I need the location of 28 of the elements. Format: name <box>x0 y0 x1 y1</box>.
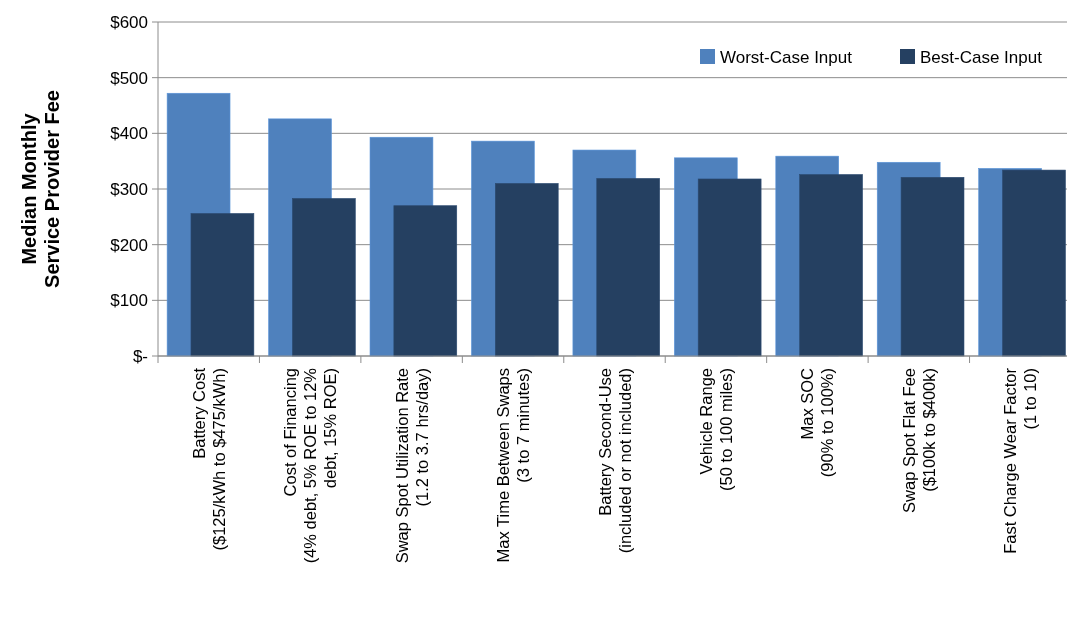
bar <box>292 198 356 357</box>
legend-label: Worst-Case Input <box>720 47 853 67</box>
x-tick-label: Vehicle Range (50 to 100 miles) <box>696 368 735 491</box>
bar <box>495 183 559 357</box>
bar <box>799 174 863 357</box>
bar <box>596 178 660 357</box>
x-tick-label: Cost of Financing (4% debt, 5% ROE to 12% debt, 15% ROE) <box>281 367 340 564</box>
bar <box>393 205 458 357</box>
x-tick-label: Battery Second-Use (included or not included) <box>595 368 634 554</box>
bar <box>697 178 762 357</box>
bar <box>190 213 255 357</box>
x-tick-label: Max SOC (90% to 100%) <box>798 367 837 478</box>
y-tick-label: $600 <box>110 12 148 32</box>
y-tick-label: $300 <box>110 179 148 199</box>
y-axis-title: Median Monthly Service Provider Fee <box>17 90 63 288</box>
bar <box>900 177 965 357</box>
x-tick-label: Max Time Between Swaps (3 to 7 minutes) <box>494 368 533 563</box>
x-tick-label: Battery Cost ($125/kWh to $475/kWh) <box>189 367 228 551</box>
y-tick-label: $500 <box>110 68 148 88</box>
x-tick-label: Fast Charge Wear Factor (1 to 10) <box>1001 367 1040 554</box>
legend-label: Best-Case Input <box>920 47 1043 67</box>
x-tick-label: Swap Spot Utilization Rate (1.2 to 3.7 hrs/day) <box>392 368 431 564</box>
y-tick-label: $100 <box>110 291 148 311</box>
y-tick-label: $400 <box>110 124 148 144</box>
x-tick-label: Swap Spot Flat Fee ($100k to $400k) <box>899 368 938 513</box>
y-tick-label: $200 <box>110 235 148 255</box>
bar <box>1002 169 1066 357</box>
y-tick-label: $- <box>132 346 148 366</box>
